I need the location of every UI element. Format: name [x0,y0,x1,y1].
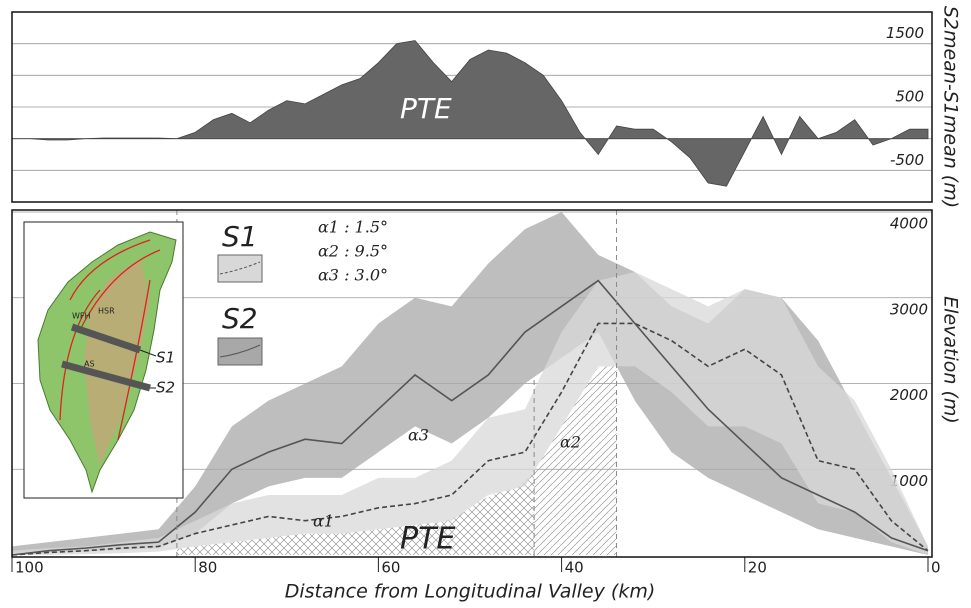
curve-label: α3 [408,426,429,445]
y-tick-label: -500 [890,151,924,169]
y-tick-label: 1500 [886,24,924,42]
inset-label: S1 [156,349,175,367]
bottom-frame [11,209,933,558]
legend-swatch [217,337,263,366]
leader [139,349,157,389]
top-frame [11,11,933,203]
mean-line [11,322,929,556]
y-tick-label: 1000 [890,472,928,490]
pte-label-top: PTE [400,92,452,125]
curve-label: α1 [313,512,334,531]
y-tick-label: 500 [895,88,924,106]
profile-s2 [61,360,151,392]
envelope [12,212,928,555]
top-panel: -500 500 1500 [12,24,932,187]
pte-label-bottom: PTE [400,522,455,557]
bottom-y-label: Elevation (m) [940,296,962,424]
angle-label: α2 : 9.5° [318,242,388,261]
inset-label: WFH [72,312,91,321]
legend-label: S2 [222,302,258,335]
mean-line [11,279,929,556]
y-tick-label: 2000 [890,386,928,404]
x-tick-label: 60 [381,559,400,577]
x-tick-label: 100 [15,559,44,577]
inset-map: WFH HSR AS S1 S2 [23,221,184,499]
x-tick-label: 0 [931,559,941,577]
angle-label: α1 : 1.5° [318,218,388,237]
envelope [12,272,928,555]
x-label: Distance from Longitudinal Valley (km) [285,581,656,603]
legend-label: S1 [222,220,258,253]
hatch-region [176,471,535,555]
curve-label: α2 [560,433,581,452]
mountains [84,258,150,465]
inset-label: AS [84,360,95,369]
x-tick-label: 20 [748,559,767,577]
inset-label: HSR [98,307,115,316]
faults [59,239,161,441]
y-tick-label: 3000 [890,300,928,318]
x-tick-label: 80 [198,559,217,577]
inset-label: S2 [156,379,175,397]
legend: S1 S2 [217,220,263,366]
top-y-label: S2mean-S1mean (m) [940,6,962,208]
x-tick-label: 40 [565,559,584,577]
angle-label: α3 : 3.0° [318,266,388,285]
difference-area [12,40,929,187]
profile-s1 [70,323,142,354]
hatch-region [534,366,617,555]
legend-line [219,261,261,275]
y-tick-label: 4000 [890,215,928,233]
legend-line [219,344,261,358]
